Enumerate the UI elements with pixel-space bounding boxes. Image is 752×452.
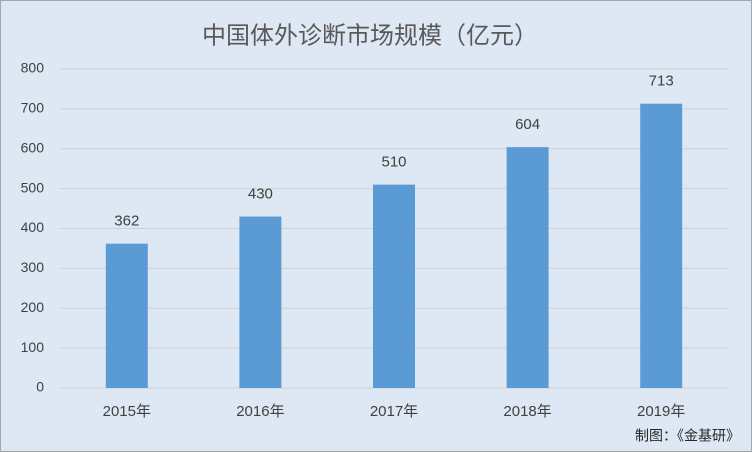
y-tick-label: 300: [21, 259, 45, 275]
y-tick-label: 600: [21, 139, 45, 155]
chart-title: 中国体外诊断市场规模（亿元）: [202, 22, 538, 49]
source-note: 制图：《金基研》: [635, 428, 740, 444]
data-label: 510: [381, 154, 406, 171]
bar: [373, 184, 415, 388]
y-tick-label: 500: [21, 179, 45, 195]
y-tick-label: 100: [21, 339, 45, 355]
y-tick-label: 700: [21, 100, 45, 116]
data-label: 604: [515, 116, 540, 133]
bar: [105, 243, 148, 388]
x-tick-label: 2015年: [103, 403, 151, 420]
bar: [640, 103, 683, 388]
bar: [239, 216, 282, 388]
x-tick-label: 2018年: [503, 403, 551, 420]
x-tick-label: 2016年: [236, 403, 284, 420]
y-tick-label: 0: [36, 379, 44, 395]
y-tick-label: 400: [21, 219, 45, 235]
data-label: 430: [248, 186, 273, 203]
x-tick-label: 2019年: [637, 403, 685, 420]
bar: [506, 147, 549, 388]
data-label: 713: [649, 73, 674, 90]
x-tick-label: 2017年: [370, 403, 418, 420]
y-tick-label: 200: [21, 299, 45, 315]
y-tick-label: 800: [21, 60, 45, 76]
data-label: 362: [114, 213, 139, 230]
